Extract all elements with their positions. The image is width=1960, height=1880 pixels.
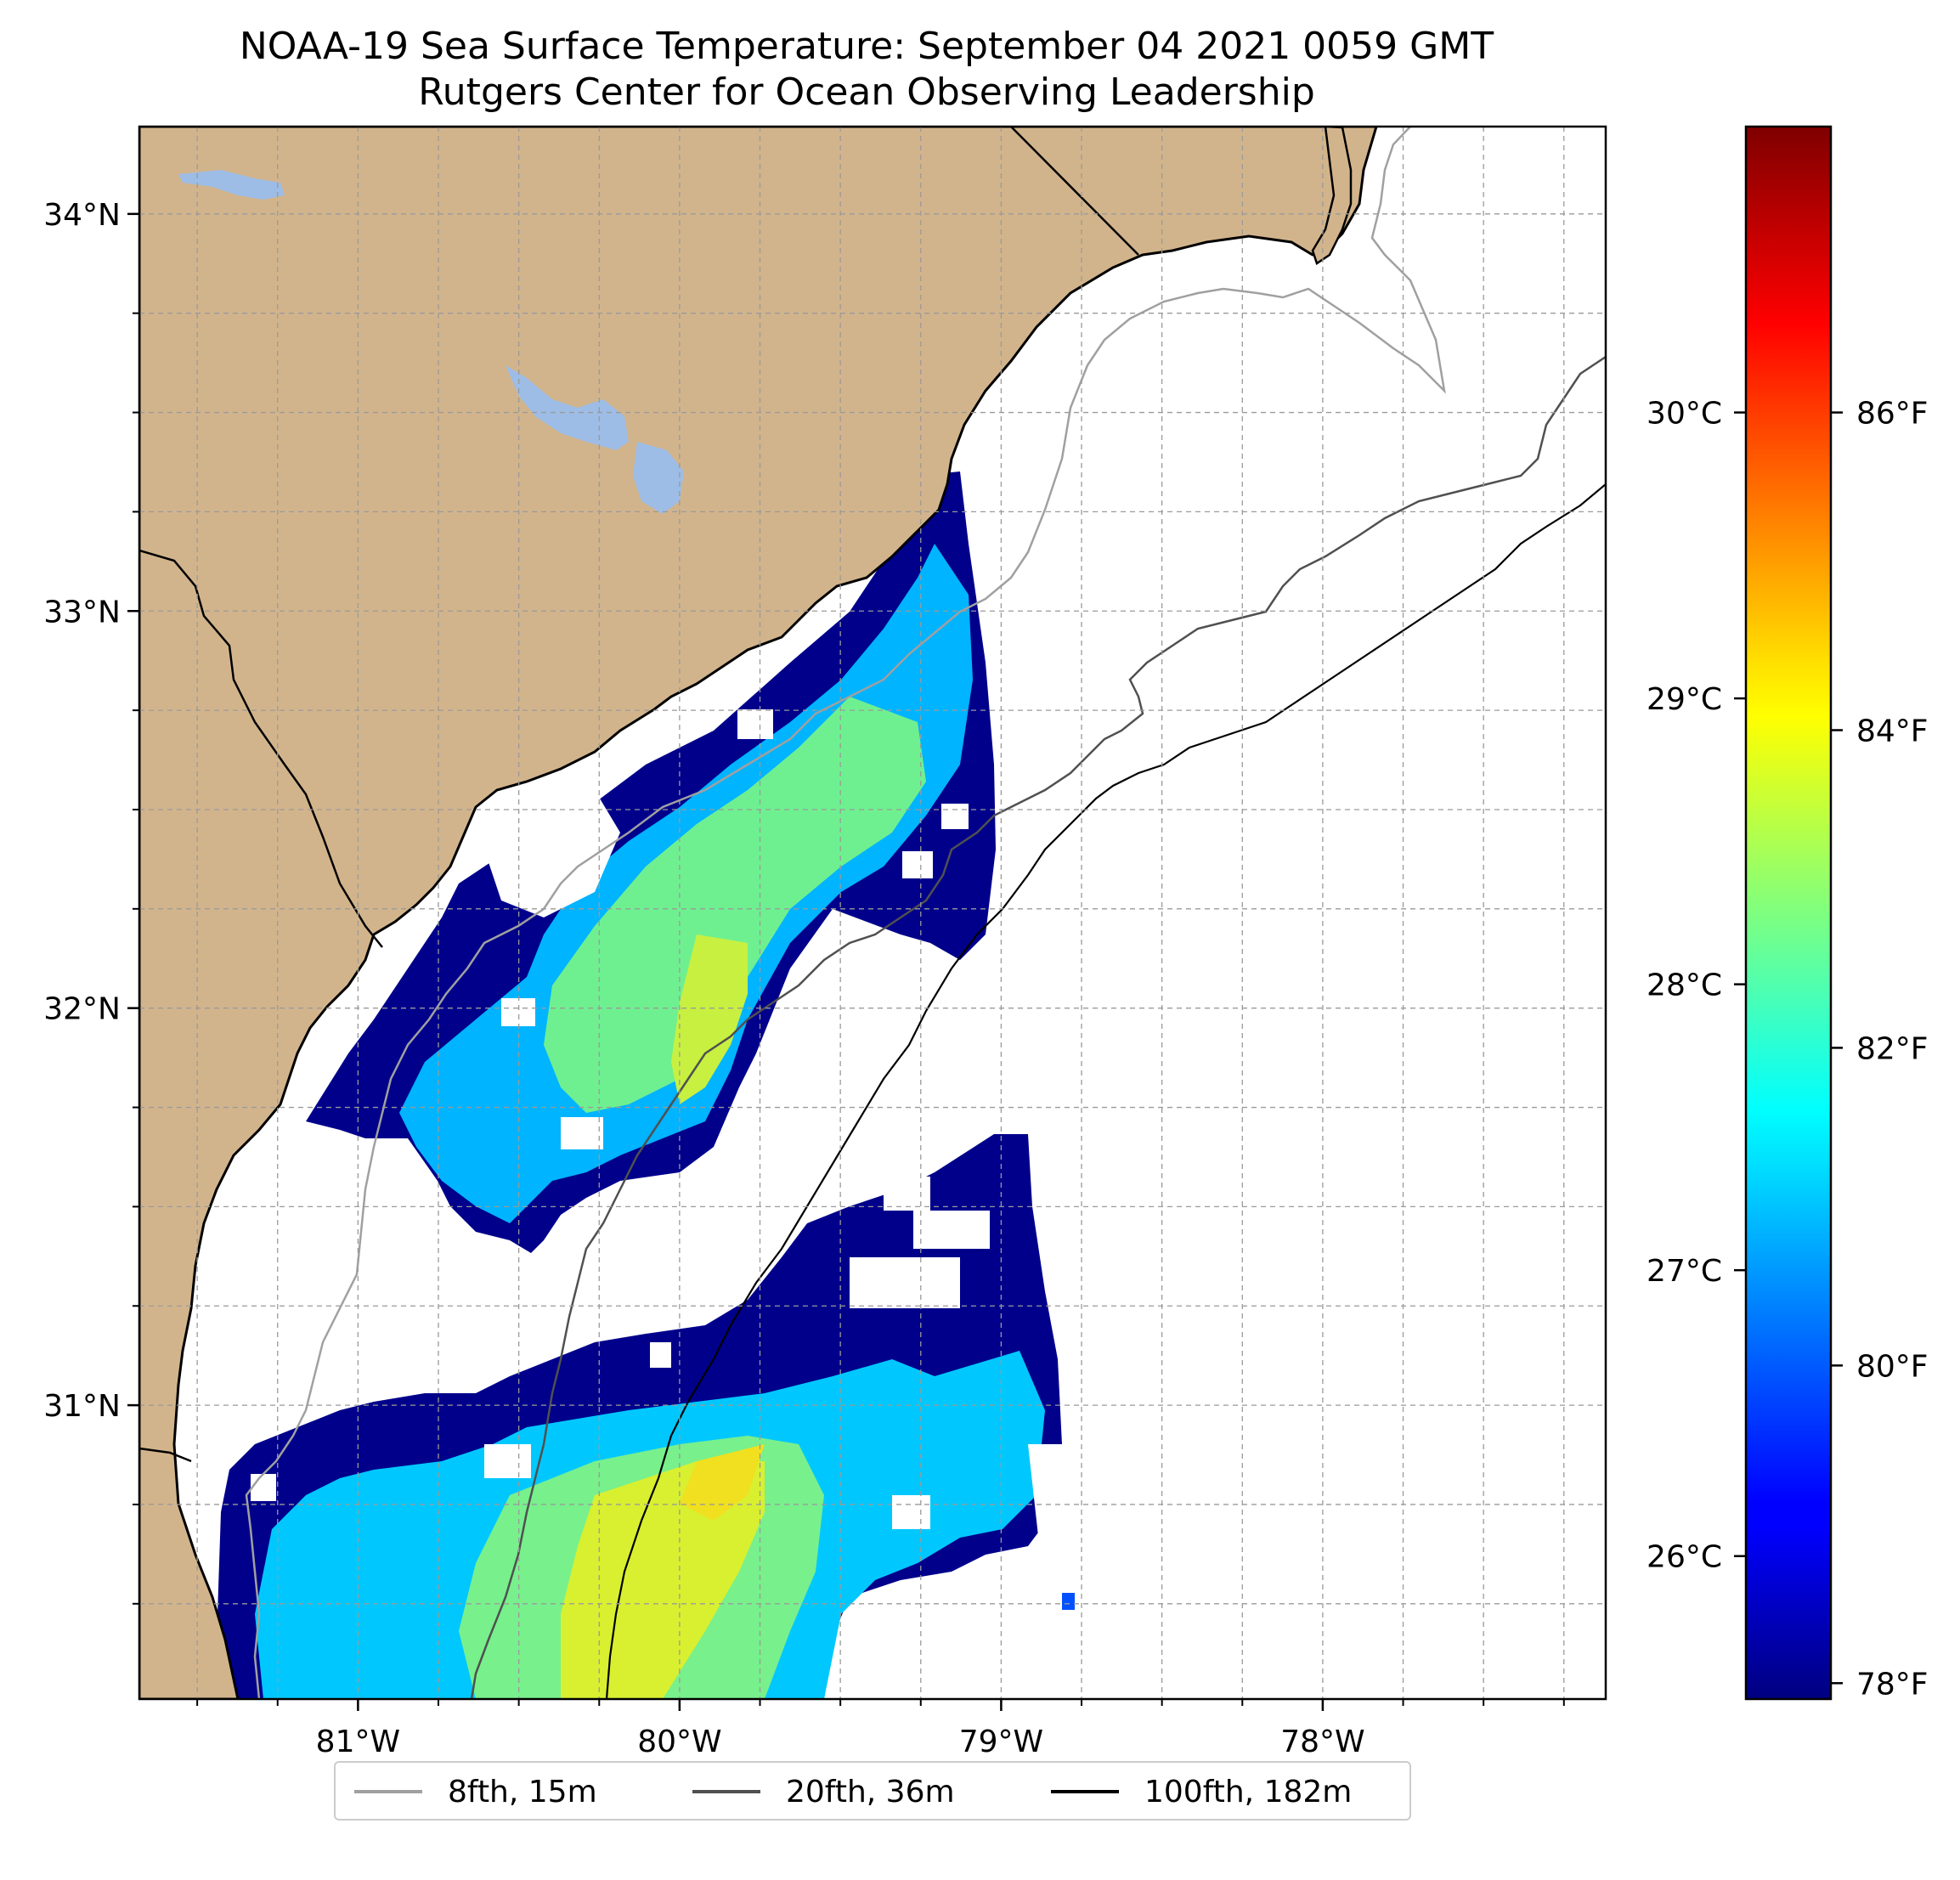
colorbar-f-label: 80°F — [1856, 1349, 1929, 1384]
colorbar-c-label: 29°C — [1647, 682, 1722, 717]
colorbar-c-label: 27°C — [1647, 1254, 1722, 1289]
contour-8fth — [245, 127, 1446, 1699]
lat-axis: 34°N 33°N 32°N 31°N — [43, 198, 139, 1605]
legend-item-8fth: 8fth, 15m — [354, 1775, 597, 1809]
colorbar-celsius-ticks: 30°C 29°C 28°C 27°C 26°C — [1647, 397, 1746, 1575]
sst-data — [212, 471, 1075, 1699]
legend-swatch-100fth — [1051, 1790, 1119, 1793]
colorbar-fahrenheit-ticks: 86°F 84°F 82°F 80°F 78°F — [1831, 397, 1929, 1702]
sst-north-yellowgreen — [671, 934, 748, 1104]
lat-tick-label: 32°N — [43, 992, 121, 1027]
legend-swatch-8fth — [354, 1790, 422, 1793]
legend-label-100fth: 100fth, 182m — [1144, 1774, 1353, 1809]
lat-tick-label: 31°N — [43, 1389, 121, 1424]
map-frame — [138, 125, 1607, 1701]
contour-100fth — [605, 483, 1606, 1699]
lat-tick-label: 33°N — [43, 595, 121, 629]
state-border — [139, 1447, 192, 1463]
graticule — [139, 127, 1606, 1699]
lon-tick-label: 81°W — [316, 1725, 400, 1759]
lon-tick-label: 80°W — [637, 1725, 721, 1759]
legend-item-20fth: 20fth, 36m — [692, 1775, 955, 1809]
sst-north-green — [544, 697, 926, 1113]
lon-tick-label: 79°W — [959, 1725, 1043, 1759]
state-border — [139, 549, 383, 948]
colorbar-f-label: 82°F — [1856, 1031, 1929, 1066]
colorbar-f-label: 78°F — [1856, 1667, 1929, 1702]
legend-label-20fth: 20fth, 36m — [786, 1774, 955, 1809]
barrier-island — [1311, 127, 1353, 265]
lon-axis: 81°W 80°W 79°W 78°W — [196, 1699, 1565, 1759]
legend-swatch-20fth — [692, 1790, 760, 1793]
lake — [506, 365, 629, 450]
colorbar-f-label: 86°F — [1856, 397, 1929, 432]
lon-tick-label: 78°W — [1280, 1725, 1364, 1759]
contour-20fth — [470, 355, 1606, 1699]
legend: 8fth, 15m 20fth, 36m 100fth, 182m — [334, 1761, 1411, 1821]
lake — [178, 170, 285, 200]
legend-label-8fth: 8fth, 15m — [448, 1774, 597, 1809]
lake — [633, 442, 684, 514]
colorbar-c-label: 30°C — [1647, 397, 1722, 432]
map-title: NOAA-19 Sea Surface Temperature: Septemb… — [239, 25, 1494, 68]
colorbar-c-label: 26°C — [1647, 1540, 1722, 1575]
colorbar — [1744, 125, 1833, 1701]
colorbar-c-label: 28°C — [1647, 968, 1722, 1003]
state-border — [1010, 127, 1139, 256]
map-subtitle: Rutgers Center for Ocean Observing Leade… — [418, 71, 1315, 114]
lat-tick-label: 34°N — [43, 198, 121, 233]
colorbar-f-label: 84°F — [1856, 714, 1929, 748]
sst-south-warm — [680, 1444, 765, 1521]
legend-item-100fth: 100fth, 182m — [1051, 1775, 1352, 1809]
